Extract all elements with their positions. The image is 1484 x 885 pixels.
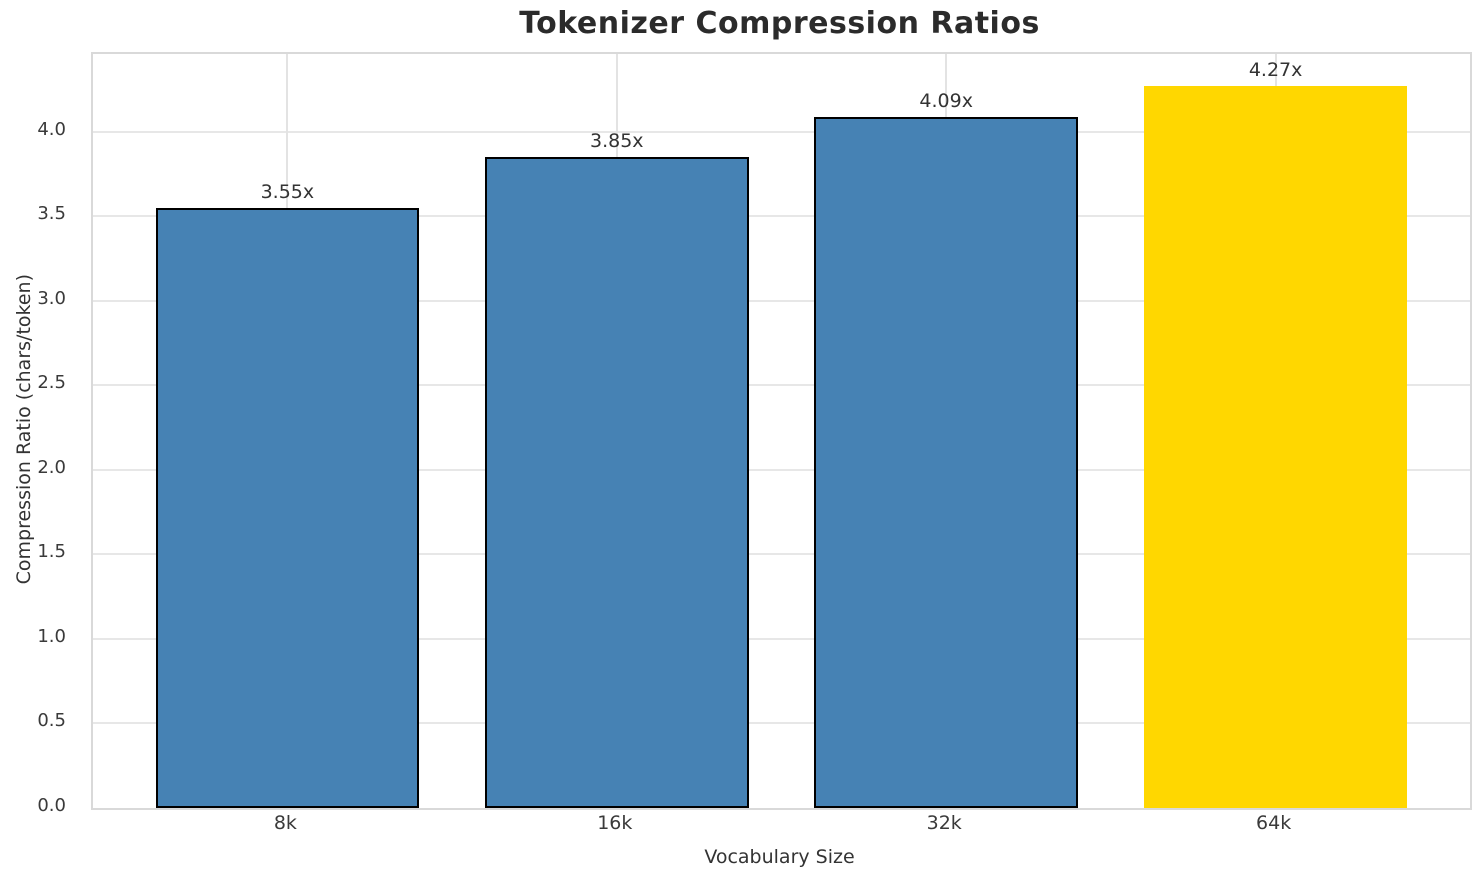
x-tick-label: 16k xyxy=(597,812,633,834)
y-tick-label: 2.5 xyxy=(37,372,66,394)
bar-32k xyxy=(814,116,1078,808)
y-gridline xyxy=(93,637,1470,640)
y-gridline xyxy=(93,553,1470,556)
y-tick-label: 1.0 xyxy=(37,625,66,647)
bar-64k xyxy=(1143,86,1408,808)
y-gridline xyxy=(93,215,1470,218)
x-axis-label: Vocabulary Size xyxy=(704,846,855,868)
bar-value-label: 3.55x xyxy=(260,180,315,203)
y-tick-label: 0.0 xyxy=(37,795,66,816)
bar-value-label: 4.09x xyxy=(919,89,973,112)
y-gridline xyxy=(93,299,1470,302)
y-gridline xyxy=(93,130,1470,133)
x-tick-label: 64k xyxy=(1256,812,1292,834)
x-tick-labels: 8k 16k 32k 64k xyxy=(91,810,1468,842)
y-gridline xyxy=(93,384,1470,387)
bar-16k xyxy=(485,157,749,808)
y-gridline xyxy=(93,468,1470,471)
bar-8k xyxy=(155,207,420,808)
bar-value-label: 3.85x xyxy=(590,130,644,153)
y-tick-label: 3.0 xyxy=(37,287,66,309)
y-tick-label: 2.0 xyxy=(37,456,66,478)
chart-title: Tokenizer Compression Ratios xyxy=(519,6,1040,41)
y-gridline xyxy=(93,722,1470,725)
y-tick-label: 1.5 xyxy=(37,541,66,563)
y-tick-label: 0.5 xyxy=(37,710,66,732)
x-tick-label: 32k xyxy=(926,812,962,834)
x-tick-label: 8k xyxy=(273,812,297,834)
y-tick-label: 4.0 xyxy=(37,118,66,140)
plot-area: 3.55x 3.85x 4.09x 4.27x xyxy=(91,52,1472,810)
y-tick-label: 3.5 xyxy=(37,203,66,225)
bar-value-label: 4.27x xyxy=(1248,59,1303,82)
y-tick-labels: 0.0 0.5 1.0 1.5 2.0 2.5 3.0 3.5 4.0 xyxy=(0,52,79,814)
